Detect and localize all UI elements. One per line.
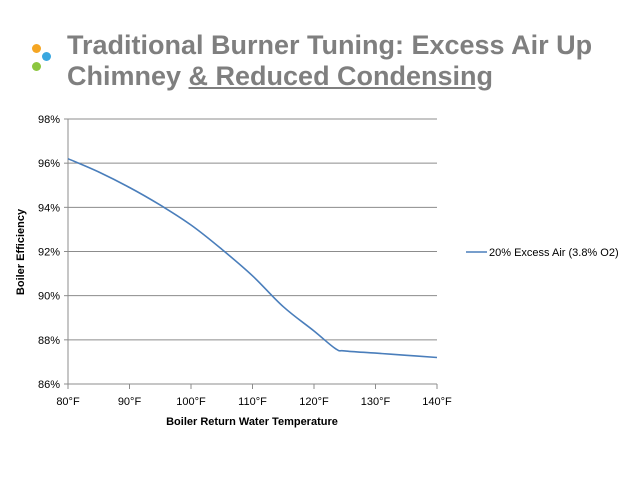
x-tick-label: 110°F — [238, 396, 267, 408]
y-tick-label: 86% — [38, 379, 60, 391]
x-tick-label: 100°F — [176, 396, 206, 408]
orange-dot-icon — [32, 44, 41, 53]
y-tick-label: 88% — [38, 335, 60, 347]
y-tick-label: 94% — [38, 202, 60, 214]
x-axis-label: Boiler Return Water Temperature — [166, 416, 338, 428]
title-line-1: Traditional Burner Tuning: Excess Air Up — [67, 30, 593, 60]
blue-dot-icon — [42, 52, 51, 61]
x-tick-label: 130°F — [361, 396, 391, 408]
chart-tick-labels: 86% 88% 90% 92% 94% 96% 98% 80°F 90°F 100°F 110°F 1… — [38, 114, 452, 408]
y-tick-label: 96% — [38, 158, 60, 170]
x-tick-label: 140°F — [422, 396, 452, 408]
chart-legend: 20% Excess Air (3.8% O2) — [466, 247, 619, 259]
title-line-2: Chimney & Reduced Condensing — [67, 61, 627, 92]
x-tick-label: 90°F — [118, 396, 142, 408]
series-line — [67, 157, 438, 359]
y-axis-label: Boiler Efficiency — [15, 208, 27, 295]
chart-grid — [68, 118, 437, 341]
y-tick-label: 98% — [38, 114, 60, 126]
chart-series — [67, 157, 438, 359]
y-tick-label: 92% — [38, 247, 60, 259]
chart-axes — [64, 118, 438, 389]
logo — [30, 44, 54, 74]
slide-title: Traditional Burner Tuning: Excess Air Up… — [67, 30, 627, 92]
x-tick-label: 80°F — [56, 396, 80, 408]
legend-label: 20% Excess Air (3.8% O2) — [489, 247, 619, 259]
y-tick-label: 90% — [38, 291, 60, 303]
title-line-2-plain: Chimney — [67, 61, 189, 91]
title-line-2-underlined: & Reduced Condensing — [188, 61, 494, 91]
x-tick-label: 120°F — [299, 396, 329, 408]
green-dot-icon — [32, 62, 41, 71]
